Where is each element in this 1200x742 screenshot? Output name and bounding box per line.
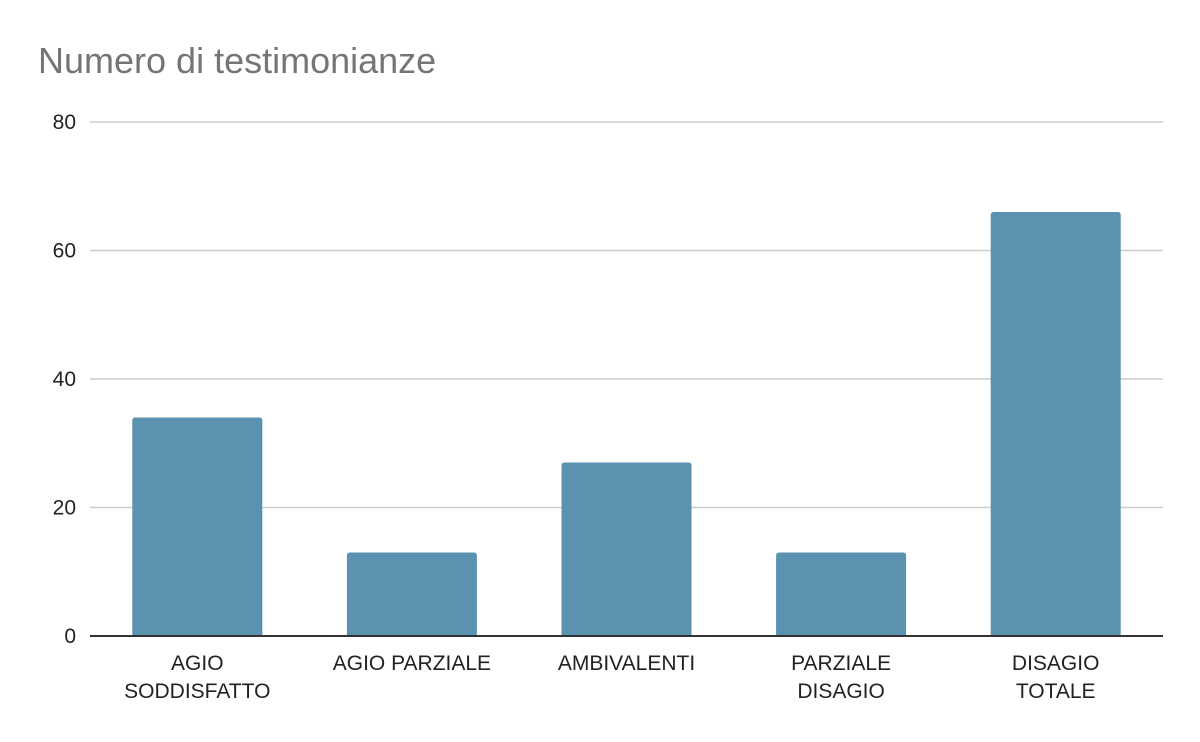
bar: [990, 211, 1121, 636]
x-category-label: AGIO PARZIALE: [333, 652, 491, 675]
bar: [132, 417, 263, 636]
x-category-label: PARZIALE: [791, 652, 891, 675]
y-tick-label: 0: [64, 625, 76, 648]
x-category-label: AMBIVALENTI: [558, 652, 695, 675]
y-tick-labels: 0 20 40 60 80: [53, 111, 76, 648]
bar: [561, 462, 692, 636]
y-tick-label: 40: [53, 368, 76, 391]
bar: [776, 552, 907, 636]
y-tick-label: 80: [53, 111, 76, 134]
chart-title: Numero di testimonianze: [38, 40, 437, 81]
x-category-label: TOTALE: [1016, 680, 1096, 703]
y-tick-label: 20: [53, 497, 76, 520]
y-tick-label: 60: [53, 240, 76, 263]
x-category-label: AGIO: [171, 652, 224, 675]
bar: [346, 552, 477, 636]
gridlines: [90, 121, 1163, 509]
x-category-label: SODDISFATTO: [124, 680, 270, 703]
bars: [132, 211, 1121, 636]
x-category-labels: AGIO SODDISFATTO AGIO PARZIALE AMBIVALENTI P…: [124, 652, 1099, 703]
x-category-label: DISAGIO: [1012, 652, 1100, 675]
x-category-label: DISAGIO: [797, 680, 885, 703]
